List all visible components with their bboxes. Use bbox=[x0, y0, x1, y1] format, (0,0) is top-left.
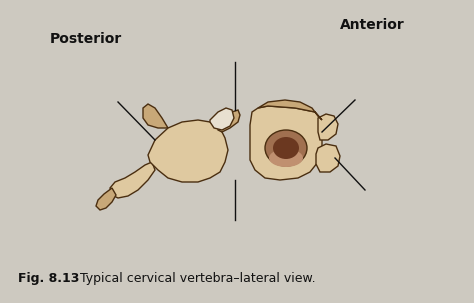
Polygon shape bbox=[258, 100, 322, 120]
Polygon shape bbox=[110, 162, 155, 198]
Polygon shape bbox=[316, 144, 340, 172]
Polygon shape bbox=[96, 188, 116, 210]
Ellipse shape bbox=[265, 130, 307, 166]
Ellipse shape bbox=[273, 137, 299, 159]
Ellipse shape bbox=[269, 149, 303, 167]
Polygon shape bbox=[143, 104, 168, 128]
Text: Anterior: Anterior bbox=[340, 18, 405, 32]
Polygon shape bbox=[250, 106, 322, 180]
Text: Fig. 8.13: Fig. 8.13 bbox=[18, 272, 79, 285]
Polygon shape bbox=[210, 108, 234, 130]
Polygon shape bbox=[148, 120, 228, 182]
Polygon shape bbox=[318, 114, 338, 140]
Text: Posterior: Posterior bbox=[50, 32, 122, 46]
Text: Typical cervical vertebra–lateral view.: Typical cervical vertebra–lateral view. bbox=[80, 272, 316, 285]
Polygon shape bbox=[218, 110, 240, 132]
